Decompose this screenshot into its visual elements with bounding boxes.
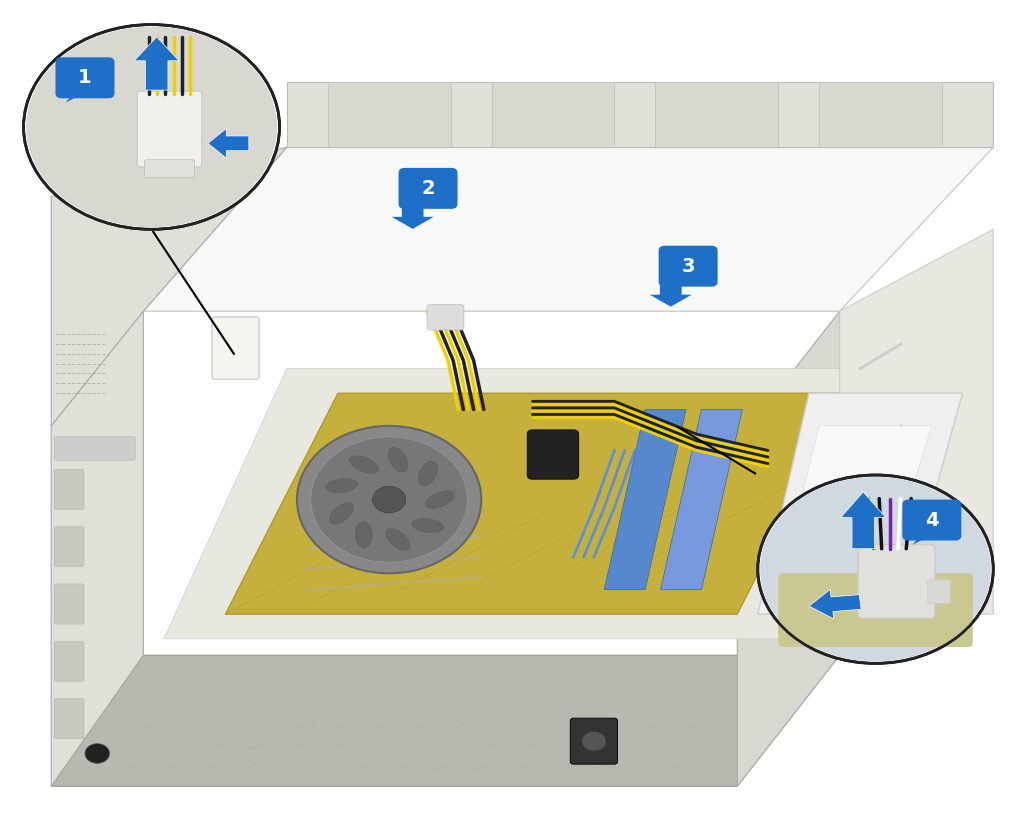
- Ellipse shape: [419, 461, 437, 486]
- FancyBboxPatch shape: [902, 500, 962, 541]
- Polygon shape: [840, 229, 993, 614]
- Circle shape: [311, 437, 467, 563]
- Ellipse shape: [349, 456, 378, 473]
- Circle shape: [373, 486, 406, 513]
- Circle shape: [297, 426, 481, 573]
- Polygon shape: [51, 655, 840, 786]
- Polygon shape: [208, 129, 249, 158]
- Polygon shape: [819, 82, 942, 147]
- Polygon shape: [66, 93, 83, 102]
- Ellipse shape: [386, 529, 410, 550]
- Ellipse shape: [326, 479, 357, 493]
- FancyBboxPatch shape: [427, 305, 464, 330]
- FancyBboxPatch shape: [55, 57, 115, 98]
- Ellipse shape: [330, 503, 353, 524]
- Polygon shape: [51, 311, 143, 786]
- FancyBboxPatch shape: [212, 317, 259, 379]
- Text: 4: 4: [925, 510, 939, 530]
- FancyBboxPatch shape: [54, 469, 84, 509]
- Polygon shape: [390, 201, 435, 229]
- Polygon shape: [409, 204, 426, 213]
- Text: 3: 3: [681, 256, 695, 276]
- FancyBboxPatch shape: [137, 91, 202, 167]
- Polygon shape: [134, 37, 179, 90]
- FancyBboxPatch shape: [570, 718, 617, 764]
- Polygon shape: [492, 82, 614, 147]
- Circle shape: [26, 27, 276, 228]
- FancyBboxPatch shape: [527, 430, 579, 479]
- Polygon shape: [287, 82, 993, 147]
- Polygon shape: [669, 282, 686, 291]
- Ellipse shape: [412, 518, 443, 532]
- Circle shape: [582, 731, 606, 751]
- Text: 1: 1: [78, 68, 92, 88]
- Polygon shape: [51, 147, 287, 426]
- FancyBboxPatch shape: [54, 527, 84, 567]
- Circle shape: [758, 475, 993, 663]
- Text: 2: 2: [421, 179, 435, 198]
- FancyBboxPatch shape: [54, 437, 135, 460]
- Polygon shape: [778, 426, 932, 590]
- FancyBboxPatch shape: [144, 160, 195, 178]
- Polygon shape: [758, 393, 963, 614]
- Polygon shape: [809, 590, 861, 619]
- FancyBboxPatch shape: [54, 584, 84, 624]
- Ellipse shape: [388, 447, 408, 472]
- Ellipse shape: [425, 491, 455, 509]
- FancyBboxPatch shape: [54, 699, 84, 739]
- Ellipse shape: [355, 522, 372, 548]
- Polygon shape: [225, 393, 850, 614]
- Circle shape: [760, 477, 991, 662]
- FancyBboxPatch shape: [658, 246, 718, 287]
- Polygon shape: [841, 492, 886, 549]
- Polygon shape: [164, 369, 922, 639]
- FancyBboxPatch shape: [54, 641, 84, 681]
- FancyBboxPatch shape: [928, 580, 950, 604]
- Circle shape: [24, 25, 280, 229]
- Polygon shape: [648, 278, 693, 307]
- FancyBboxPatch shape: [858, 545, 935, 618]
- Polygon shape: [660, 410, 742, 590]
- Circle shape: [85, 744, 110, 763]
- Polygon shape: [655, 82, 778, 147]
- FancyBboxPatch shape: [778, 573, 973, 647]
- Polygon shape: [604, 410, 686, 590]
- Polygon shape: [328, 82, 451, 147]
- Polygon shape: [143, 147, 993, 311]
- Polygon shape: [912, 536, 930, 545]
- Polygon shape: [737, 311, 840, 786]
- FancyBboxPatch shape: [398, 168, 458, 209]
